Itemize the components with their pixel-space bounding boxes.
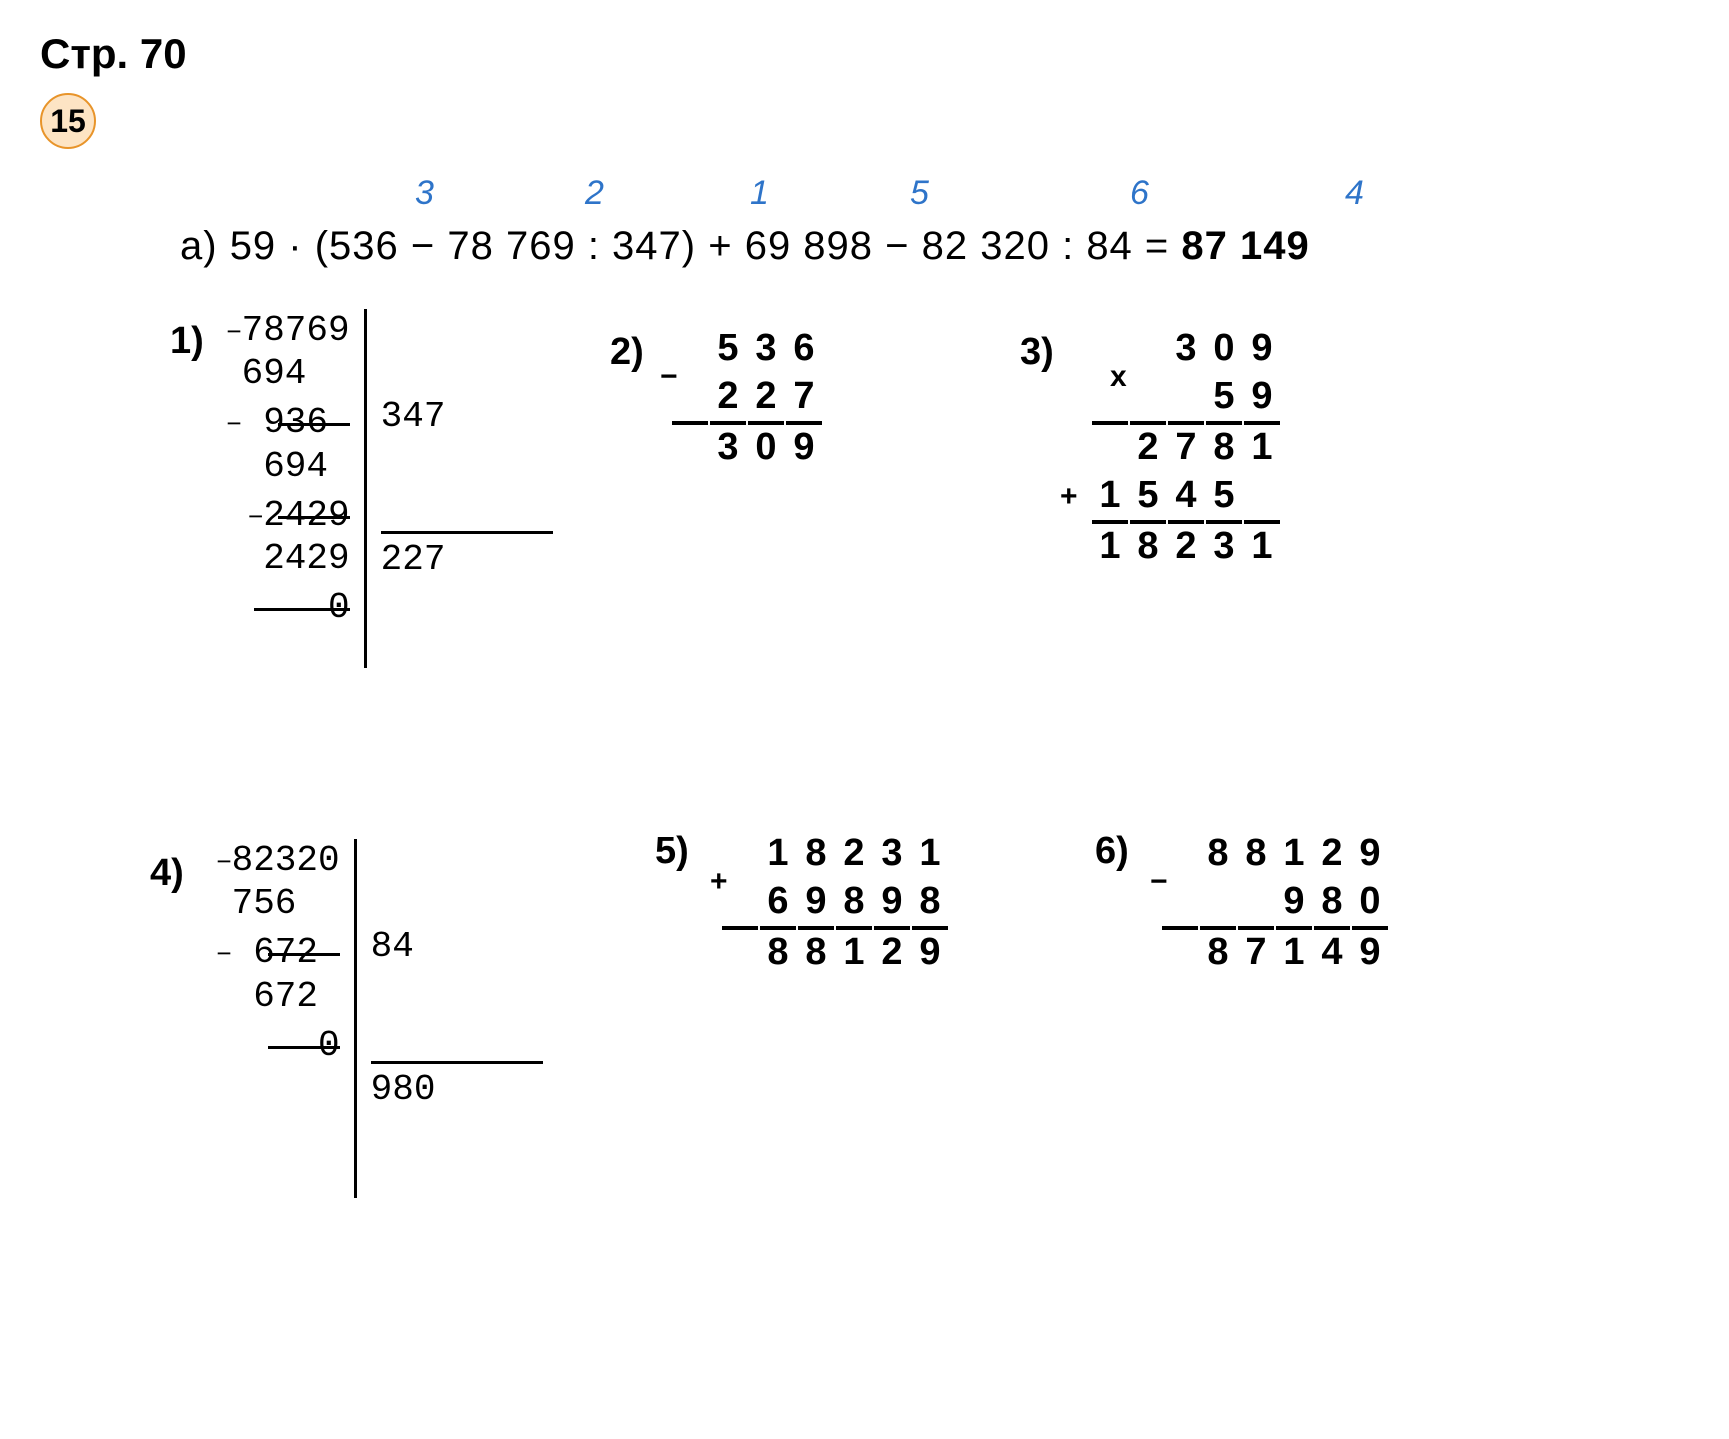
step-label: 1 <box>750 174 769 213</box>
calc5-num: 5) <box>655 829 689 875</box>
equation-answer: 87 149 <box>1181 224 1309 268</box>
page-label: Стр. 70 <box>40 30 1689 78</box>
minus-sign: − <box>1150 864 1168 900</box>
calc6-table: 8812998087149 <box>1160 829 1390 978</box>
plus-sign: + <box>710 864 728 900</box>
calc-6: 6) 8812998087149 − <box>1160 829 1390 990</box>
calc4-divisor: 84 <box>371 925 544 968</box>
calc4-rightcol: 84 980 <box>354 839 544 1198</box>
calc3-num: 3) <box>1020 330 1054 376</box>
step-label: 4 <box>1345 174 1364 213</box>
calc1-divisor: 347 <box>381 395 554 438</box>
plus-sign: + <box>1060 479 1078 515</box>
minus-sign: − <box>660 359 678 395</box>
calc-1: 1) −78769 694 − 936 694 −2429 2429 0 347… <box>220 309 553 668</box>
calc2-table: 536227309 <box>670 324 824 473</box>
calc1-leftcol: −78769 694 − 936 694 −2429 2429 0 <box>220 309 350 668</box>
calc-3: 3) 309592781154518231 +x <box>1090 324 1282 584</box>
step-label: 2 <box>585 174 604 213</box>
step-label: 3 <box>415 174 434 213</box>
equation-prefix: а) <box>180 224 230 268</box>
multiply-sign: x <box>1110 359 1127 395</box>
calc5-table: 182316989888129 <box>720 829 950 978</box>
step-label: 6 <box>1130 174 1149 213</box>
calc1-rightcol: 347 227 <box>364 309 554 668</box>
calc-2: 2) 536227309 − <box>670 324 824 485</box>
work-area: 1) −78769 694 − 936 694 −2429 2429 0 347… <box>40 309 1689 1409</box>
calc6-num: 6) <box>1095 829 1129 875</box>
calc4-num: 4) <box>150 851 184 897</box>
equation-body: 59 · (536 − 78 769 : 347) + 69 898 − 82 … <box>230 224 1182 268</box>
calc-5: 5) 182316989888129 + <box>720 829 950 990</box>
calc2-num: 2) <box>610 330 644 376</box>
calc-4: 4) −82320 756 − 672 672 0 84 980 <box>210 839 543 1198</box>
calc4-quotient: 980 <box>371 1061 544 1111</box>
step-label: 5 <box>910 174 929 213</box>
calc1-quotient: 227 <box>381 531 554 581</box>
exercise-number: 15 <box>40 93 96 149</box>
equation-line: а) 59 · (536 − 78 769 : 347) + 69 898 − … <box>180 224 1689 269</box>
calc1-num: 1) <box>170 319 204 365</box>
calc4-leftcol: −82320 756 − 672 672 0 <box>210 839 340 1198</box>
step-order-labels: 3 2 1 5 6 4 <box>190 174 1689 224</box>
